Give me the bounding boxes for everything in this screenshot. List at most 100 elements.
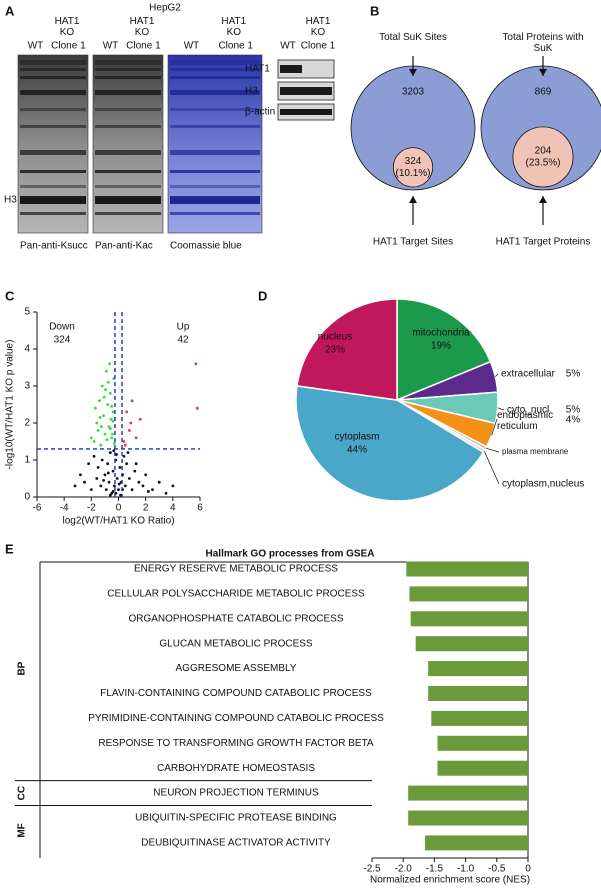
blot-band <box>170 150 260 155</box>
point <box>127 477 131 480</box>
x-tick-label: -1.0 <box>457 864 475 875</box>
blot-row-label: β-actin <box>245 107 275 118</box>
point <box>105 438 109 442</box>
point <box>157 480 161 484</box>
x-tick-label: -2.0 <box>395 864 413 875</box>
arrow-head <box>409 69 417 76</box>
x-axis-label: log2(WT/HAT1 KO Ratio) <box>62 516 174 527</box>
venn-target-count: 204 <box>535 146 552 157</box>
annotation: 42 <box>177 335 189 346</box>
point <box>112 449 116 453</box>
point <box>141 484 145 488</box>
point <box>99 443 103 447</box>
blot-band <box>20 185 86 188</box>
pie-label: nucleus <box>318 332 352 343</box>
group-label: BP <box>17 661 28 675</box>
point <box>122 440 126 443</box>
blot <box>92 54 164 234</box>
pie-label: endoplasmic reticulum <box>497 410 554 432</box>
point <box>125 410 129 414</box>
y-axis-label: -log10(WT/HAT1 KO p value) <box>5 340 16 470</box>
blot-band <box>170 170 260 173</box>
category-label: PYRIMIDINE-CONTAINING COMPOUND CATABOLIC… <box>88 713 384 724</box>
bar <box>437 735 528 751</box>
blot-band <box>95 196 161 204</box>
blot-band <box>20 68 86 71</box>
point <box>103 473 107 477</box>
leader-line <box>483 450 500 485</box>
blot-band <box>20 90 86 95</box>
point <box>111 490 115 493</box>
x-tick-label: 0 <box>116 503 122 514</box>
pie-value-label: 4% <box>566 415 581 426</box>
point <box>104 369 108 373</box>
x-axis-label: Normalized enrichment score (NES) <box>370 875 530 886</box>
bar <box>408 785 528 801</box>
blot-band <box>20 125 86 128</box>
blot-band <box>170 196 260 204</box>
bar <box>408 810 528 826</box>
point <box>95 477 99 480</box>
pie-value-label: 5% <box>566 369 581 380</box>
point <box>96 429 100 432</box>
pie-value-label: 5% <box>566 405 581 416</box>
panel-label: D <box>258 288 267 303</box>
point <box>130 399 134 403</box>
point <box>94 406 97 410</box>
point <box>171 484 175 488</box>
venn-target-label: HAT1 Target Proteins <box>496 237 591 248</box>
panel-label: A <box>5 3 15 18</box>
point <box>111 410 115 414</box>
marker-label: H3 <box>4 195 17 206</box>
point <box>104 488 108 491</box>
panel-label: C <box>5 288 15 303</box>
y-tick-label: 4 <box>24 344 30 355</box>
blot-band <box>170 90 260 95</box>
pie-slice <box>296 298 398 401</box>
point <box>151 488 154 491</box>
point <box>129 421 133 425</box>
x-tick-label: -6 <box>33 503 42 514</box>
y-tick-label: 2 <box>24 418 30 429</box>
pie-label: cytoplasm <box>334 432 379 443</box>
lane-label: WT <box>103 41 119 52</box>
y-tick-label: 1 <box>24 455 30 466</box>
venn-title: Total SuK Sites <box>379 32 447 43</box>
annotation: Down <box>49 322 75 333</box>
point <box>95 421 99 425</box>
point <box>87 462 91 466</box>
category-label: DEUBIQUITINASE ACTIVATOR ACTIVITY <box>141 838 331 849</box>
pie-label: mitochondria <box>412 328 470 339</box>
blot-caption: Pan-anti-Ksucc <box>20 241 88 252</box>
point <box>96 466 100 469</box>
blot-band <box>95 60 161 65</box>
x-tick-label: 4 <box>170 503 176 514</box>
pie-label: extracellular <box>501 369 556 380</box>
lane-label: Clone 1 <box>51 41 86 52</box>
point <box>106 471 110 475</box>
pie-label: cytoplasm,nucleus <box>502 479 584 490</box>
blot-band <box>95 108 161 111</box>
lane-group: HAT1 KO <box>305 16 331 38</box>
lane-group: HAT1 KO <box>129 16 155 38</box>
panel-label: B <box>370 3 379 18</box>
blot-band <box>95 150 161 155</box>
point <box>115 477 119 480</box>
blot-band <box>20 108 86 111</box>
point <box>102 478 105 482</box>
arrow-head <box>539 69 547 76</box>
bar <box>428 686 528 701</box>
arrow-head <box>539 196 547 203</box>
lane-label: Clone 1 <box>301 41 336 52</box>
point <box>79 473 82 477</box>
point <box>109 417 113 421</box>
blot-band <box>170 108 260 111</box>
category-label: CELLULAR POLYSACCHARIDE METABOLIC PROCES… <box>107 589 365 600</box>
blot-band <box>20 196 86 204</box>
venn-target <box>392 147 434 188</box>
point <box>118 466 122 469</box>
point <box>144 473 148 477</box>
category-label: FLAVIN-CONTAINING COMPOUND CATABOLIC PRO… <box>100 688 372 699</box>
